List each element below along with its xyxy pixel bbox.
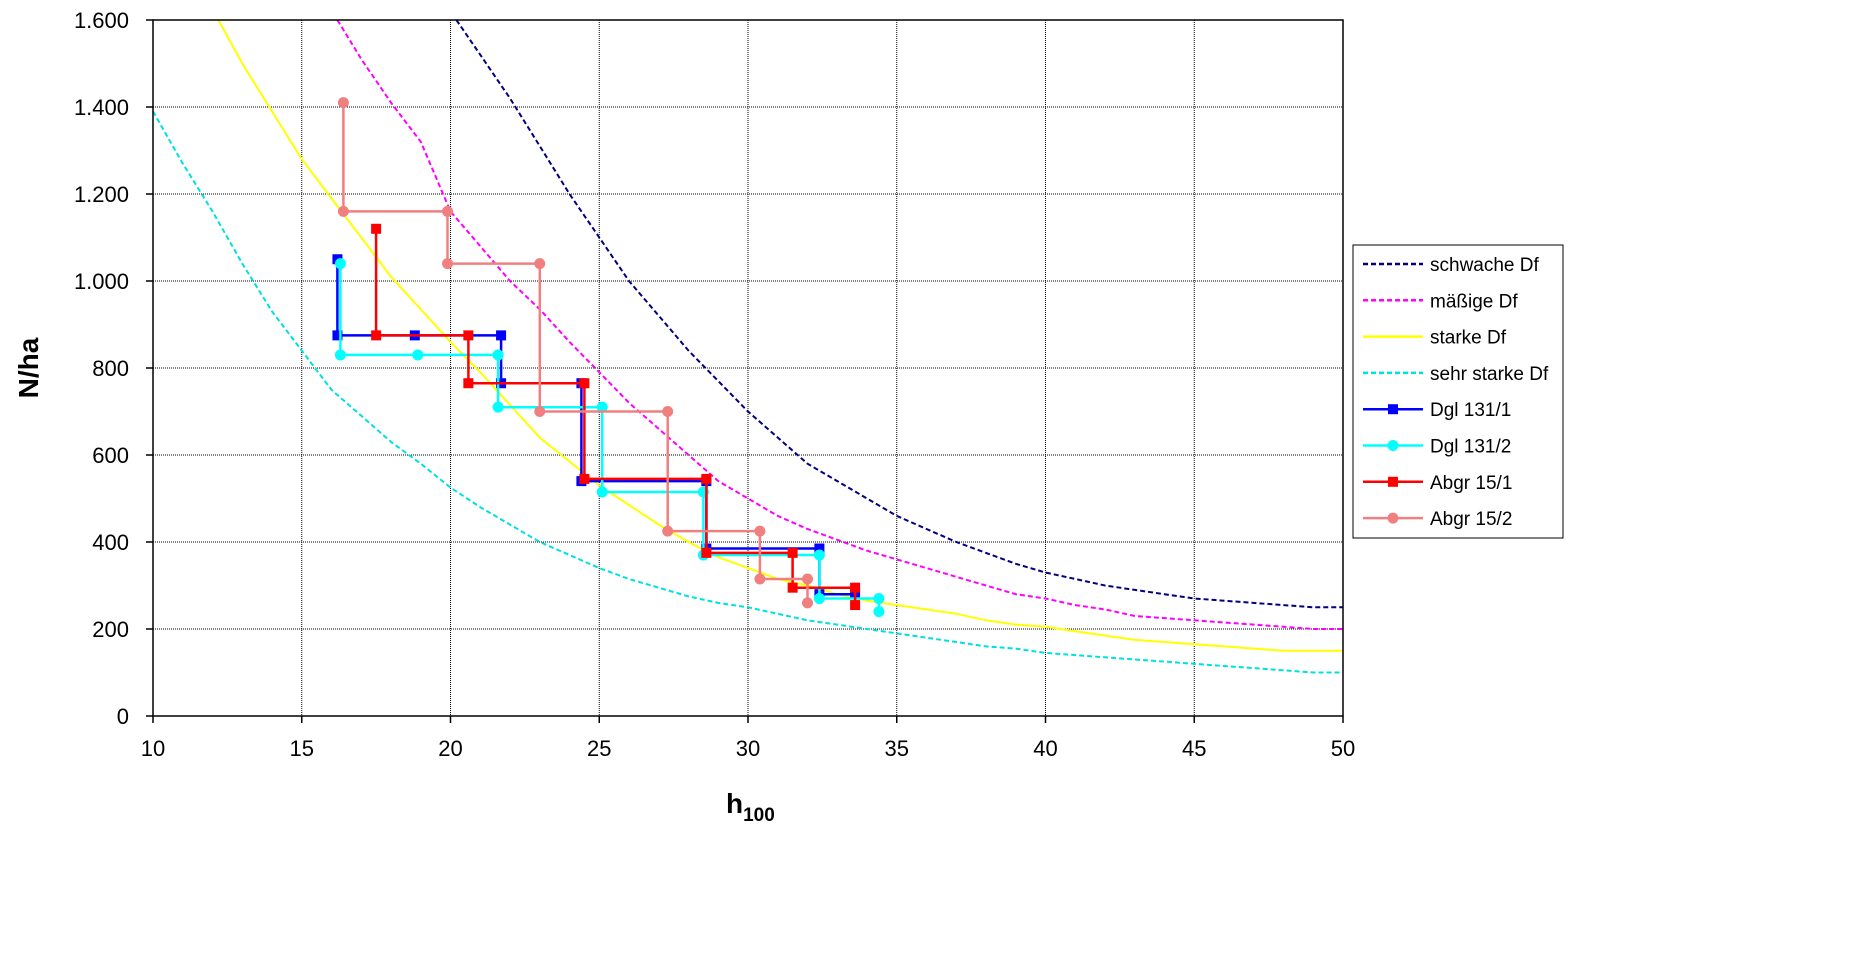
legend-m-ige-df-label: mäßige Df <box>1430 291 1518 312</box>
x-tick-label: 50 <box>1331 736 1355 761</box>
legend-dgl-131-2-label: Dgl 131/2 <box>1430 437 1511 458</box>
legend-items: schwache Df mäßige Df starke Df sehr starke… <box>1363 255 1549 530</box>
x-axis-title: h100 <box>726 788 775 826</box>
legend-schwache-df: schwache Df <box>1363 255 1539 276</box>
ticks: 10 15 20 25 30 35 40 45 50 0 200 400 600 800 1.000 1.20… <box>74 8 1355 761</box>
legend-abgr-15-1-label: Abgr 15/1 <box>1430 473 1512 494</box>
series-abgr-15-2-marker <box>662 406 674 417</box>
series-abgr-15-2-marker <box>802 597 813 609</box>
series-abgr-15-1-marker <box>463 330 474 341</box>
y-tick-label: 600 <box>92 443 129 468</box>
series-abgr-15-1-marker <box>787 582 798 593</box>
y-tick-label: 1.200 <box>74 182 129 207</box>
series-dgl-131-2-marker <box>492 401 504 413</box>
legend-starke-df: starke Df <box>1363 328 1507 349</box>
legend-abgr-15-2-marker <box>1387 512 1399 524</box>
legend-box <box>1352 244 1564 539</box>
y-tick-label: 0 <box>117 704 129 729</box>
series-sehr-starke-df <box>153 110 1343 674</box>
series-abgr-15-1-marker <box>787 547 798 558</box>
series-abgr-15-2-marker <box>442 205 454 217</box>
series-dgl-131-2-marker <box>334 258 346 270</box>
series-schwache-df <box>455 20 1343 609</box>
series-m-ige-df <box>336 20 1343 630</box>
series-dgl-131-1-marker <box>814 543 825 554</box>
x-tick-label: 45 <box>1182 736 1206 761</box>
series-abgr-15-1-line <box>374 228 857 606</box>
x-tick-label: 10 <box>141 736 165 761</box>
series-abgr-15-2-marker <box>337 205 349 217</box>
legend-dgl-131-2-marker <box>1387 440 1399 451</box>
series-abgr-15-2-marker <box>754 573 766 585</box>
series-abgr-15-1-marker <box>579 473 590 484</box>
series-abgr-15-2-line <box>342 102 809 603</box>
legend-abgr-15-1: Abgr 15/1 <box>1363 473 1512 494</box>
series-dgl-131-1-marker <box>496 330 507 341</box>
series-abgr-15-2-marker <box>754 525 766 537</box>
legend-schwache-df-label: schwache Df <box>1430 255 1539 276</box>
y-tick-label: 1.000 <box>74 269 129 294</box>
series-dgl-131-1-marker <box>332 330 343 341</box>
x-tick-label: 35 <box>885 736 909 761</box>
x-tick-label: 25 <box>587 736 611 761</box>
series-abgr-15-1 <box>371 223 861 611</box>
series-dgl-131-2-marker <box>813 593 825 605</box>
y-tick-label: 1.600 <box>74 8 129 33</box>
series-m-ige-df-line <box>336 20 1343 630</box>
y-tick-label: 400 <box>92 530 129 555</box>
legend-dgl-131-2: Dgl 131/2 <box>1363 437 1511 458</box>
series-abgr-15-1-marker <box>850 582 861 593</box>
series-abgr-15-2-marker <box>442 258 454 270</box>
series-dgl-131-2-marker <box>596 401 608 413</box>
series-abgr-15-1-marker <box>371 330 382 341</box>
legend-m-ige-df: mäßige Df <box>1363 291 1518 312</box>
series-layer <box>153 20 1343 674</box>
series-abgr-15-1-marker <box>371 223 382 234</box>
legend-sehr-starke-df: sehr starke Df <box>1363 364 1549 385</box>
legend-dgl-131-1-marker <box>1388 404 1398 415</box>
x-tick-label: 40 <box>1033 736 1057 761</box>
legend-abgr-15-1-marker <box>1388 476 1398 487</box>
series-abgr-15-1-marker <box>701 473 712 484</box>
series-abgr-15-2-marker <box>662 525 674 537</box>
x-tick-label: 20 <box>438 736 462 761</box>
legend-dgl-131-1-label: Dgl 131/1 <box>1430 400 1511 421</box>
grid <box>153 20 1343 716</box>
series-dgl-131-2-marker <box>813 549 825 561</box>
series-sehr-starke-df-line <box>153 110 1343 674</box>
legend-sehr-starke-df-label: sehr starke Df <box>1430 364 1549 385</box>
y-tick-label: 800 <box>92 356 129 381</box>
y-tick-label: 1.400 <box>74 95 129 120</box>
y-tick-label: 200 <box>92 617 129 642</box>
series-abgr-15-2 <box>337 97 813 609</box>
series-abgr-15-1-marker <box>850 600 861 611</box>
legend-abgr-15-2: Abgr 15/2 <box>1363 509 1512 530</box>
y-axis-title: N/ha <box>13 337 44 398</box>
x-tick-label: 30 <box>736 736 760 761</box>
series-abgr-15-1-marker <box>579 378 590 389</box>
series-dgl-131-2-marker <box>412 349 424 361</box>
series-abgr-15-2-marker <box>534 258 546 270</box>
series-abgr-15-2-marker <box>337 97 349 109</box>
series-dgl-131-2-marker <box>492 349 504 361</box>
series-abgr-15-2-marker <box>802 573 813 585</box>
legend-abgr-15-2-label: Abgr 15/2 <box>1430 509 1512 530</box>
series-dgl-131-2-marker <box>873 606 885 618</box>
series-abgr-15-1-marker <box>701 547 712 558</box>
legend-dgl-131-1: Dgl 131/1 <box>1363 400 1511 421</box>
series-dgl-131-2-marker <box>596 486 608 498</box>
series-abgr-15-1-marker <box>463 378 474 389</box>
series-abgr-15-2-marker <box>534 406 546 417</box>
series-schwache-df-line <box>455 20 1343 609</box>
series-dgl-131-2-marker <box>873 593 885 605</box>
legend: schwache Df mäßige Df starke Df sehr starke… <box>1352 244 1564 539</box>
legend-starke-df-label: starke Df <box>1430 328 1507 349</box>
series-dgl-131-2-marker <box>334 349 346 361</box>
x-tick-label: 15 <box>290 736 314 761</box>
